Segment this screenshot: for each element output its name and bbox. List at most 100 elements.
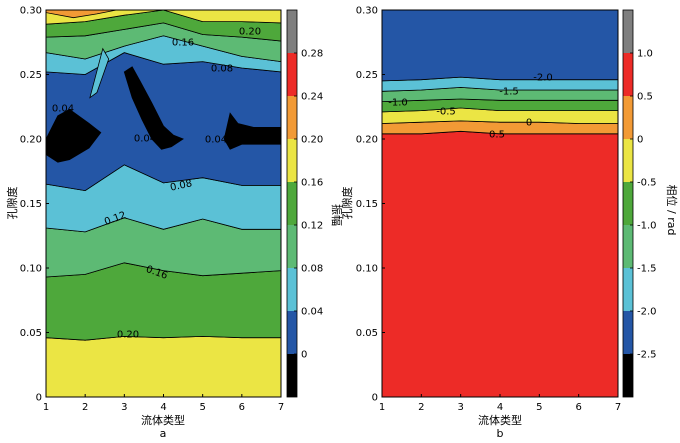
b-x-tick-label: 3 bbox=[457, 402, 463, 413]
b-colorbar-frame bbox=[622, 9, 634, 398]
a-colorbar-tick-label: 0.04 bbox=[301, 307, 323, 318]
a-y-tick-label: 0.20 bbox=[20, 135, 42, 146]
b-contour-label-text: -0.5 bbox=[436, 107, 456, 118]
a-band-0 bbox=[45, 335, 282, 398]
b-contour-label: 0 bbox=[526, 118, 532, 129]
b-contour-label-text: 0 bbox=[526, 118, 532, 129]
b-caption: b bbox=[497, 427, 504, 440]
a-x-axis-label: 流体类型 bbox=[141, 413, 185, 427]
a-band-12 bbox=[123, 66, 184, 150]
b-colorbar-segment bbox=[623, 96, 633, 139]
a-colorbar-segment bbox=[287, 354, 297, 397]
b-contour-labels: -2.0 -1.5 -1.0 -0.5 0 0.5 bbox=[388, 73, 553, 141]
a-colorbar-tick-label: 0.28 bbox=[301, 49, 323, 60]
a-contour-label-text: 0.16 bbox=[172, 38, 194, 49]
a-colorbar-tick-label: 0 bbox=[301, 350, 307, 361]
b-colorbar-tick-label: -0.5 bbox=[637, 178, 657, 189]
a-y-tick-label: 0.10 bbox=[20, 264, 42, 275]
a-colorbar-segment bbox=[287, 139, 297, 182]
b-contour-label: -1.0 bbox=[388, 98, 408, 109]
panel-a: 1 2 3 4 5 6 7 0 0.05 0.10 0.15 0.20 0.25 0.30 0.20 0.… bbox=[5, 6, 344, 441]
a-contour-label-text: 0.08 bbox=[169, 178, 193, 193]
b-colorbar-tick-label: 0.5 bbox=[637, 92, 653, 103]
b-x-axis-label: 流体类型 bbox=[478, 413, 522, 427]
b-contour-label-text: -1.5 bbox=[499, 87, 519, 98]
b-colorbar-tick-label: -1.0 bbox=[637, 221, 657, 232]
a-contour-label-text: 0.20 bbox=[239, 27, 261, 38]
b-y-tick-label: 0.15 bbox=[356, 199, 378, 210]
a-colorbar-segment bbox=[287, 268, 297, 311]
a-x-tick-label: 7 bbox=[278, 402, 284, 413]
b-contour-label: -1.5 bbox=[499, 87, 519, 98]
b-colorbar-segment bbox=[623, 139, 633, 182]
a-contour-label-text: 0.04 bbox=[52, 104, 74, 115]
b-x-tick-label: 1 bbox=[379, 402, 385, 413]
a-colorbar-segment bbox=[287, 311, 297, 354]
a-colorbar-tick-label: 0.08 bbox=[301, 264, 323, 275]
b-colorbar-segment bbox=[623, 10, 633, 53]
a-colorbar: 0 0.04 0.08 0.12 0.16 0.20 0.24 0.28 bbox=[286, 9, 323, 398]
a-band-10 bbox=[89, 47, 110, 99]
a-colorbar-tick-label: 0.16 bbox=[301, 178, 323, 189]
b-contour-label-text: -1.0 bbox=[388, 98, 408, 109]
b-colorbar-segment bbox=[623, 225, 633, 268]
b-y-tick-label: 0.10 bbox=[356, 264, 378, 275]
b-x-tick-label: 6 bbox=[575, 402, 581, 413]
a-colorbar-frame bbox=[286, 9, 298, 398]
a-caption: a bbox=[160, 427, 167, 440]
b-contour-label: -2.0 bbox=[533, 73, 553, 84]
b-colorbar-tick-label: -2.5 bbox=[637, 350, 657, 361]
a-contour-label: 0.16 bbox=[172, 38, 194, 49]
b-x-tick-label: 2 bbox=[418, 402, 424, 413]
a-contour-label: 0.08 bbox=[169, 178, 193, 193]
b-colorbar-tick-label: 0 bbox=[637, 135, 643, 146]
a-colorbar-segment bbox=[287, 225, 297, 268]
a-colorbar-segment bbox=[287, 182, 297, 225]
a-y-axis: 0 0.05 0.10 0.15 0.20 0.25 0.30 bbox=[20, 6, 49, 404]
a-colorbar-segment bbox=[287, 53, 297, 96]
a-x-tick-label: 2 bbox=[82, 402, 88, 413]
a-contour-label-text: 0.04 bbox=[134, 134, 156, 145]
b-colorbar: -2.5 -2.0 -1.5 -1.0 -0.5 0 0.5 1.0 bbox=[622, 9, 657, 398]
a-y-tick-label: 0.25 bbox=[20, 70, 42, 81]
b-band-0 bbox=[381, 130, 619, 398]
b-y-tick-label: 0.25 bbox=[356, 70, 378, 81]
b-x-tick-label: 4 bbox=[497, 402, 503, 413]
a-contour-label: 0.20 bbox=[239, 27, 261, 38]
b-contour-label: -0.5 bbox=[436, 107, 456, 118]
a-colorbar-tick-label: 0.20 bbox=[301, 135, 323, 146]
b-colorbar-tick-label: -2.0 bbox=[637, 307, 657, 318]
b-y-axis-label: 孔隙度 bbox=[340, 187, 354, 220]
a-y-tick-label: 0 bbox=[36, 393, 42, 404]
a-contour-labels: 0.200.160.080.040.04 0.040.080.120.160.20 bbox=[52, 27, 261, 341]
a-contour-label: 0.08 bbox=[211, 64, 233, 75]
a-x-tick-label: 5 bbox=[199, 402, 205, 413]
b-y-tick-label: 0.30 bbox=[356, 6, 378, 17]
a-colorbar-segment bbox=[287, 96, 297, 139]
b-y-tick-label: 0.05 bbox=[356, 328, 378, 339]
a-contour-label-text: 0.08 bbox=[211, 64, 233, 75]
a-colorbar-tick-label: 0.12 bbox=[301, 221, 323, 232]
b-colorbar-tick-label: -1.5 bbox=[637, 264, 657, 275]
a-contour-label: 0.04 bbox=[205, 135, 227, 146]
b-colorbar-segment bbox=[623, 268, 633, 311]
a-x-tick-label: 3 bbox=[121, 402, 127, 413]
a-y-tick-label: 0.30 bbox=[20, 6, 42, 17]
b-colorbar-segment bbox=[623, 182, 633, 225]
a-colorbar-tick-label: 0.24 bbox=[301, 92, 323, 103]
b-y-tick-label: 0 bbox=[372, 393, 378, 404]
a-contour-fill bbox=[45, 9, 282, 398]
b-contour-label-text: 0.5 bbox=[489, 130, 505, 141]
panel-b: 1 2 3 4 5 6 7 0 0.05 0.10 0.15 0.20 0.25 0.30 -2.0 -1… bbox=[340, 6, 679, 441]
a-contour-label-text: 0.20 bbox=[117, 330, 139, 341]
a-contour-label: 0.04 bbox=[52, 104, 74, 115]
b-x-tick-label: 5 bbox=[536, 402, 542, 413]
b-contour-label-text: -2.0 bbox=[533, 73, 553, 84]
a-band-11 bbox=[45, 108, 102, 163]
a-x-tick-label: 4 bbox=[160, 402, 166, 413]
b-band-3 bbox=[381, 98, 619, 113]
b-y-tick-label: 0.20 bbox=[356, 135, 378, 146]
b-contour-label: 0.5 bbox=[489, 130, 505, 141]
a-contour-label: 0.04 bbox=[134, 134, 156, 145]
